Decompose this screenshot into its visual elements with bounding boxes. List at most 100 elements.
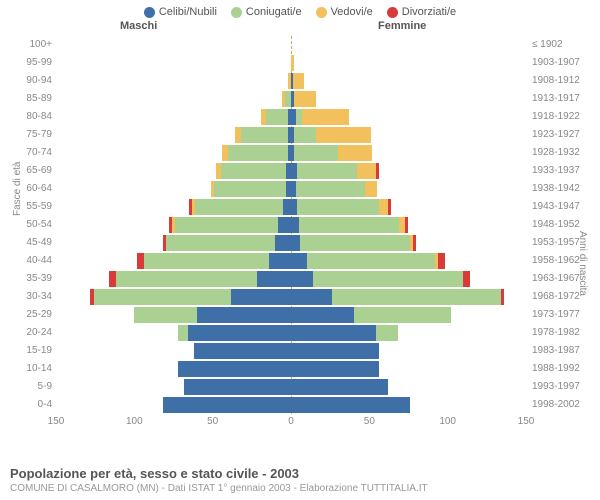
bar-segment [283, 199, 291, 215]
bar-row [56, 145, 526, 161]
legend-item: Vedovi/e [316, 6, 373, 18]
bar-segment [291, 55, 294, 71]
birth-label: 1928-1932 [532, 144, 590, 162]
age-label: 55-59 [10, 198, 52, 216]
female-bar [291, 361, 379, 377]
bar-segment [291, 361, 379, 377]
bar-row [56, 73, 526, 89]
y-axis-right: ≤ 19021903-19071908-19121913-19171918-19… [532, 36, 590, 414]
female-bar [291, 109, 349, 125]
birth-label: 1958-1962 [532, 252, 590, 270]
legend-label: Coniugati/e [246, 6, 302, 18]
header-female: Femmine [378, 20, 426, 32]
bar-row [56, 127, 526, 143]
bar-segment [195, 199, 283, 215]
bar-segment [184, 379, 291, 395]
bar-segment [269, 253, 291, 269]
age-label: 85-89 [10, 90, 52, 108]
age-label: 0-4 [10, 396, 52, 414]
male-bar [134, 307, 291, 323]
bar-row [56, 307, 526, 323]
female-bar [291, 397, 410, 413]
bar-segment [501, 289, 504, 305]
male-bar [261, 109, 291, 125]
bar-segment [291, 325, 376, 341]
x-tick: 50 [364, 416, 375, 427]
bar-segment [134, 307, 197, 323]
bar-segment [166, 235, 276, 251]
male-bar [178, 325, 291, 341]
male-bar [169, 217, 291, 233]
legend-swatch [144, 7, 155, 18]
bar-segment [231, 289, 291, 305]
bar-segment [307, 253, 435, 269]
birth-label: 1938-1942 [532, 180, 590, 198]
legend-swatch [231, 7, 242, 18]
legend-swatch [387, 7, 398, 18]
legend-item: Coniugati/e [231, 6, 302, 18]
male-bar [178, 361, 291, 377]
age-label: 10-14 [10, 360, 52, 378]
footer: Popolazione per età, sesso e stato civil… [10, 466, 590, 494]
legend: Celibi/Nubili Coniugati/e Vedovi/e Divorzia… [0, 0, 600, 20]
legend-swatch [316, 7, 327, 18]
age-label: 95-99 [10, 54, 52, 72]
bar-segment [266, 109, 288, 125]
bar-segment [275, 235, 291, 251]
birth-label: 1948-1952 [532, 216, 590, 234]
bar-segment [175, 217, 278, 233]
birth-label: 1998-2002 [532, 396, 590, 414]
bar-segment [376, 325, 398, 341]
age-label: 45-49 [10, 234, 52, 252]
female-bar [291, 343, 379, 359]
bar-segment [294, 127, 316, 143]
bar-segment [291, 253, 307, 269]
bar-segment [294, 91, 316, 107]
female-bar [291, 163, 379, 179]
bar-segment [294, 145, 338, 161]
age-label: 25-29 [10, 306, 52, 324]
bar-segment [296, 181, 365, 197]
age-label: 15-19 [10, 342, 52, 360]
bar-segment [300, 235, 410, 251]
x-tick: 150 [48, 416, 65, 427]
bar-segment [163, 397, 291, 413]
male-bar [211, 181, 291, 197]
birth-label: 1993-1997 [532, 378, 590, 396]
bar-segment [178, 361, 291, 377]
bar-segment [214, 181, 286, 197]
age-label: 100+ [10, 36, 52, 54]
bar-segment [291, 343, 379, 359]
birth-label: 1908-1912 [532, 72, 590, 90]
male-bar [282, 91, 291, 107]
bar-row [56, 91, 526, 107]
female-bar [291, 325, 398, 341]
bar-row [56, 217, 526, 233]
age-label: 35-39 [10, 270, 52, 288]
birth-label: 1933-1937 [532, 162, 590, 180]
birth-label: 1963-1967 [532, 270, 590, 288]
age-label: 40-44 [10, 252, 52, 270]
bar-segment [365, 181, 378, 197]
legend-label: Celibi/Nubili [159, 6, 217, 18]
age-label: 80-84 [10, 108, 52, 126]
female-bar [291, 253, 445, 269]
age-label: 20-24 [10, 324, 52, 342]
age-label: 60-64 [10, 180, 52, 198]
birth-label: ≤ 1902 [532, 36, 590, 54]
bar-segment [291, 397, 410, 413]
female-bar [291, 145, 372, 161]
legend-label: Divorziati/e [402, 6, 456, 18]
bar-row [56, 37, 526, 53]
bar-segment [116, 271, 257, 287]
bar-segment [297, 199, 378, 215]
bar-segment [188, 325, 291, 341]
female-bar [291, 181, 377, 197]
bar-segment [313, 271, 463, 287]
legend-item: Divorziati/e [387, 6, 456, 18]
female-bar [291, 379, 388, 395]
female-bar [291, 127, 371, 143]
bar-segment [357, 163, 376, 179]
male-bar [90, 289, 291, 305]
age-label: 5-9 [10, 378, 52, 396]
